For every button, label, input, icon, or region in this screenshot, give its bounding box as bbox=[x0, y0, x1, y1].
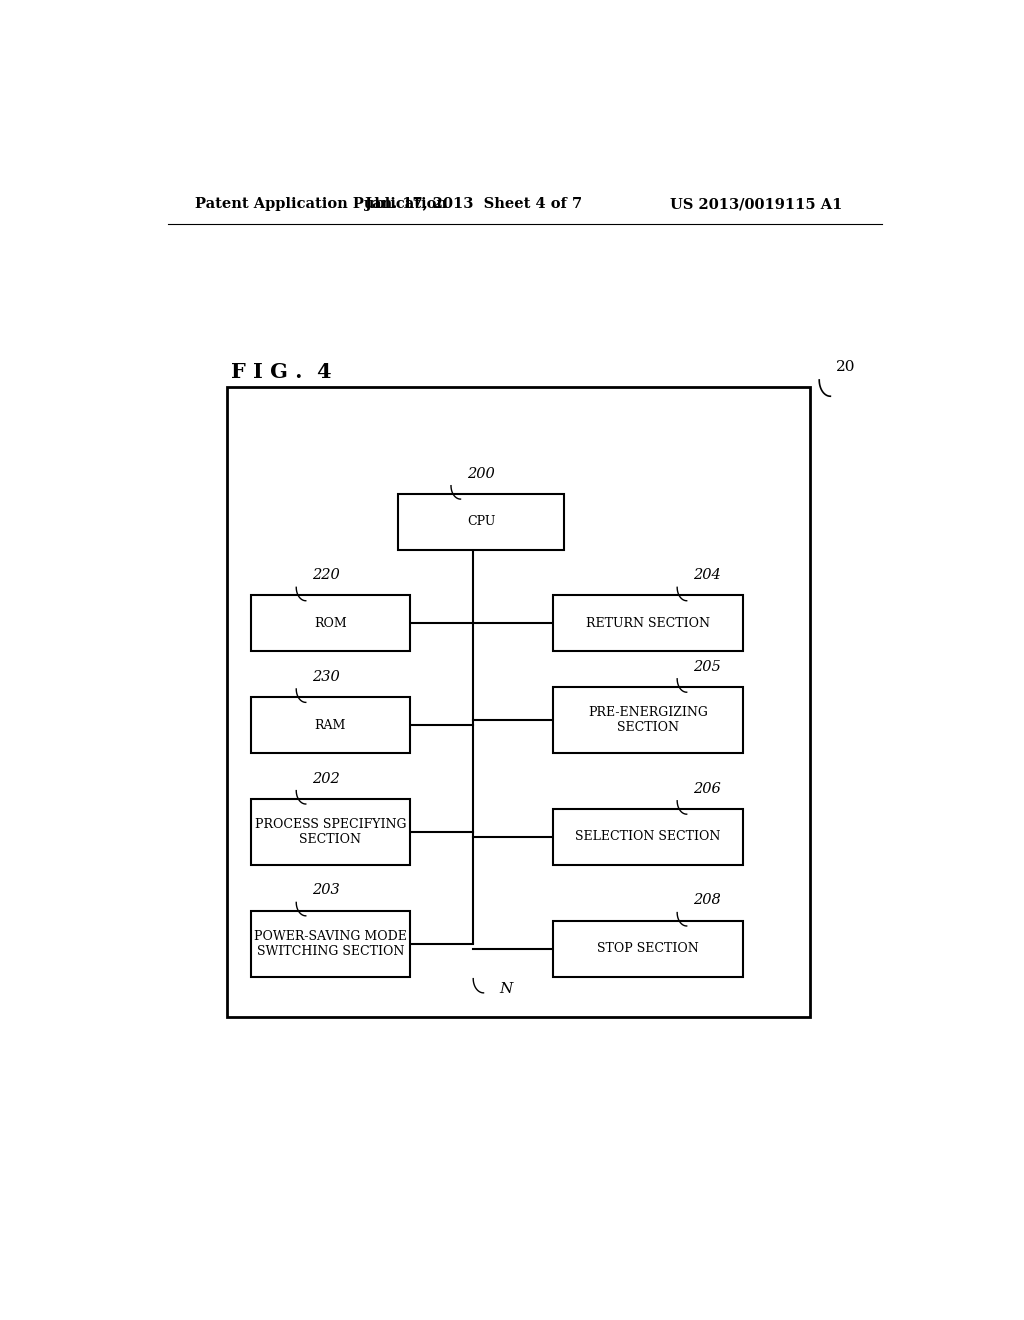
Text: 220: 220 bbox=[312, 568, 340, 582]
Text: POWER-SAVING MODE
SWITCHING SECTION: POWER-SAVING MODE SWITCHING SECTION bbox=[254, 929, 407, 957]
Bar bbox=[251, 911, 410, 977]
Text: Patent Application Publication: Patent Application Publication bbox=[196, 197, 447, 211]
Text: RAM: RAM bbox=[314, 718, 346, 731]
Text: N: N bbox=[500, 982, 513, 995]
Bar bbox=[553, 809, 743, 865]
Bar bbox=[553, 686, 743, 752]
Text: 208: 208 bbox=[693, 894, 721, 907]
Text: 206: 206 bbox=[693, 781, 721, 796]
Bar bbox=[553, 921, 743, 977]
Bar bbox=[251, 697, 410, 752]
Bar bbox=[397, 494, 564, 549]
Text: PRE-ENERGIZING
SECTION: PRE-ENERGIZING SECTION bbox=[588, 706, 708, 734]
Bar bbox=[227, 387, 811, 1018]
Text: ROM: ROM bbox=[314, 616, 347, 630]
Text: 202: 202 bbox=[312, 771, 340, 785]
Text: Jan. 17, 2013  Sheet 4 of 7: Jan. 17, 2013 Sheet 4 of 7 bbox=[365, 197, 582, 211]
Bar bbox=[553, 595, 743, 651]
Text: 200: 200 bbox=[467, 466, 495, 480]
Text: 205: 205 bbox=[693, 660, 721, 673]
Text: F I G .  4: F I G . 4 bbox=[231, 362, 332, 381]
Text: 204: 204 bbox=[693, 568, 721, 582]
Text: 20: 20 bbox=[836, 360, 855, 374]
Text: RETURN SECTION: RETURN SECTION bbox=[586, 616, 710, 630]
Text: 230: 230 bbox=[312, 669, 340, 684]
Text: US 2013/0019115 A1: US 2013/0019115 A1 bbox=[670, 197, 842, 211]
Text: 203: 203 bbox=[312, 883, 340, 898]
Text: PROCESS SPECIFYING
SECTION: PROCESS SPECIFYING SECTION bbox=[255, 818, 407, 846]
Text: SELECTION SECTION: SELECTION SECTION bbox=[575, 830, 721, 843]
Text: STOP SECTION: STOP SECTION bbox=[597, 942, 698, 956]
Bar bbox=[251, 799, 410, 865]
Bar bbox=[251, 595, 410, 651]
Text: CPU: CPU bbox=[467, 515, 496, 528]
